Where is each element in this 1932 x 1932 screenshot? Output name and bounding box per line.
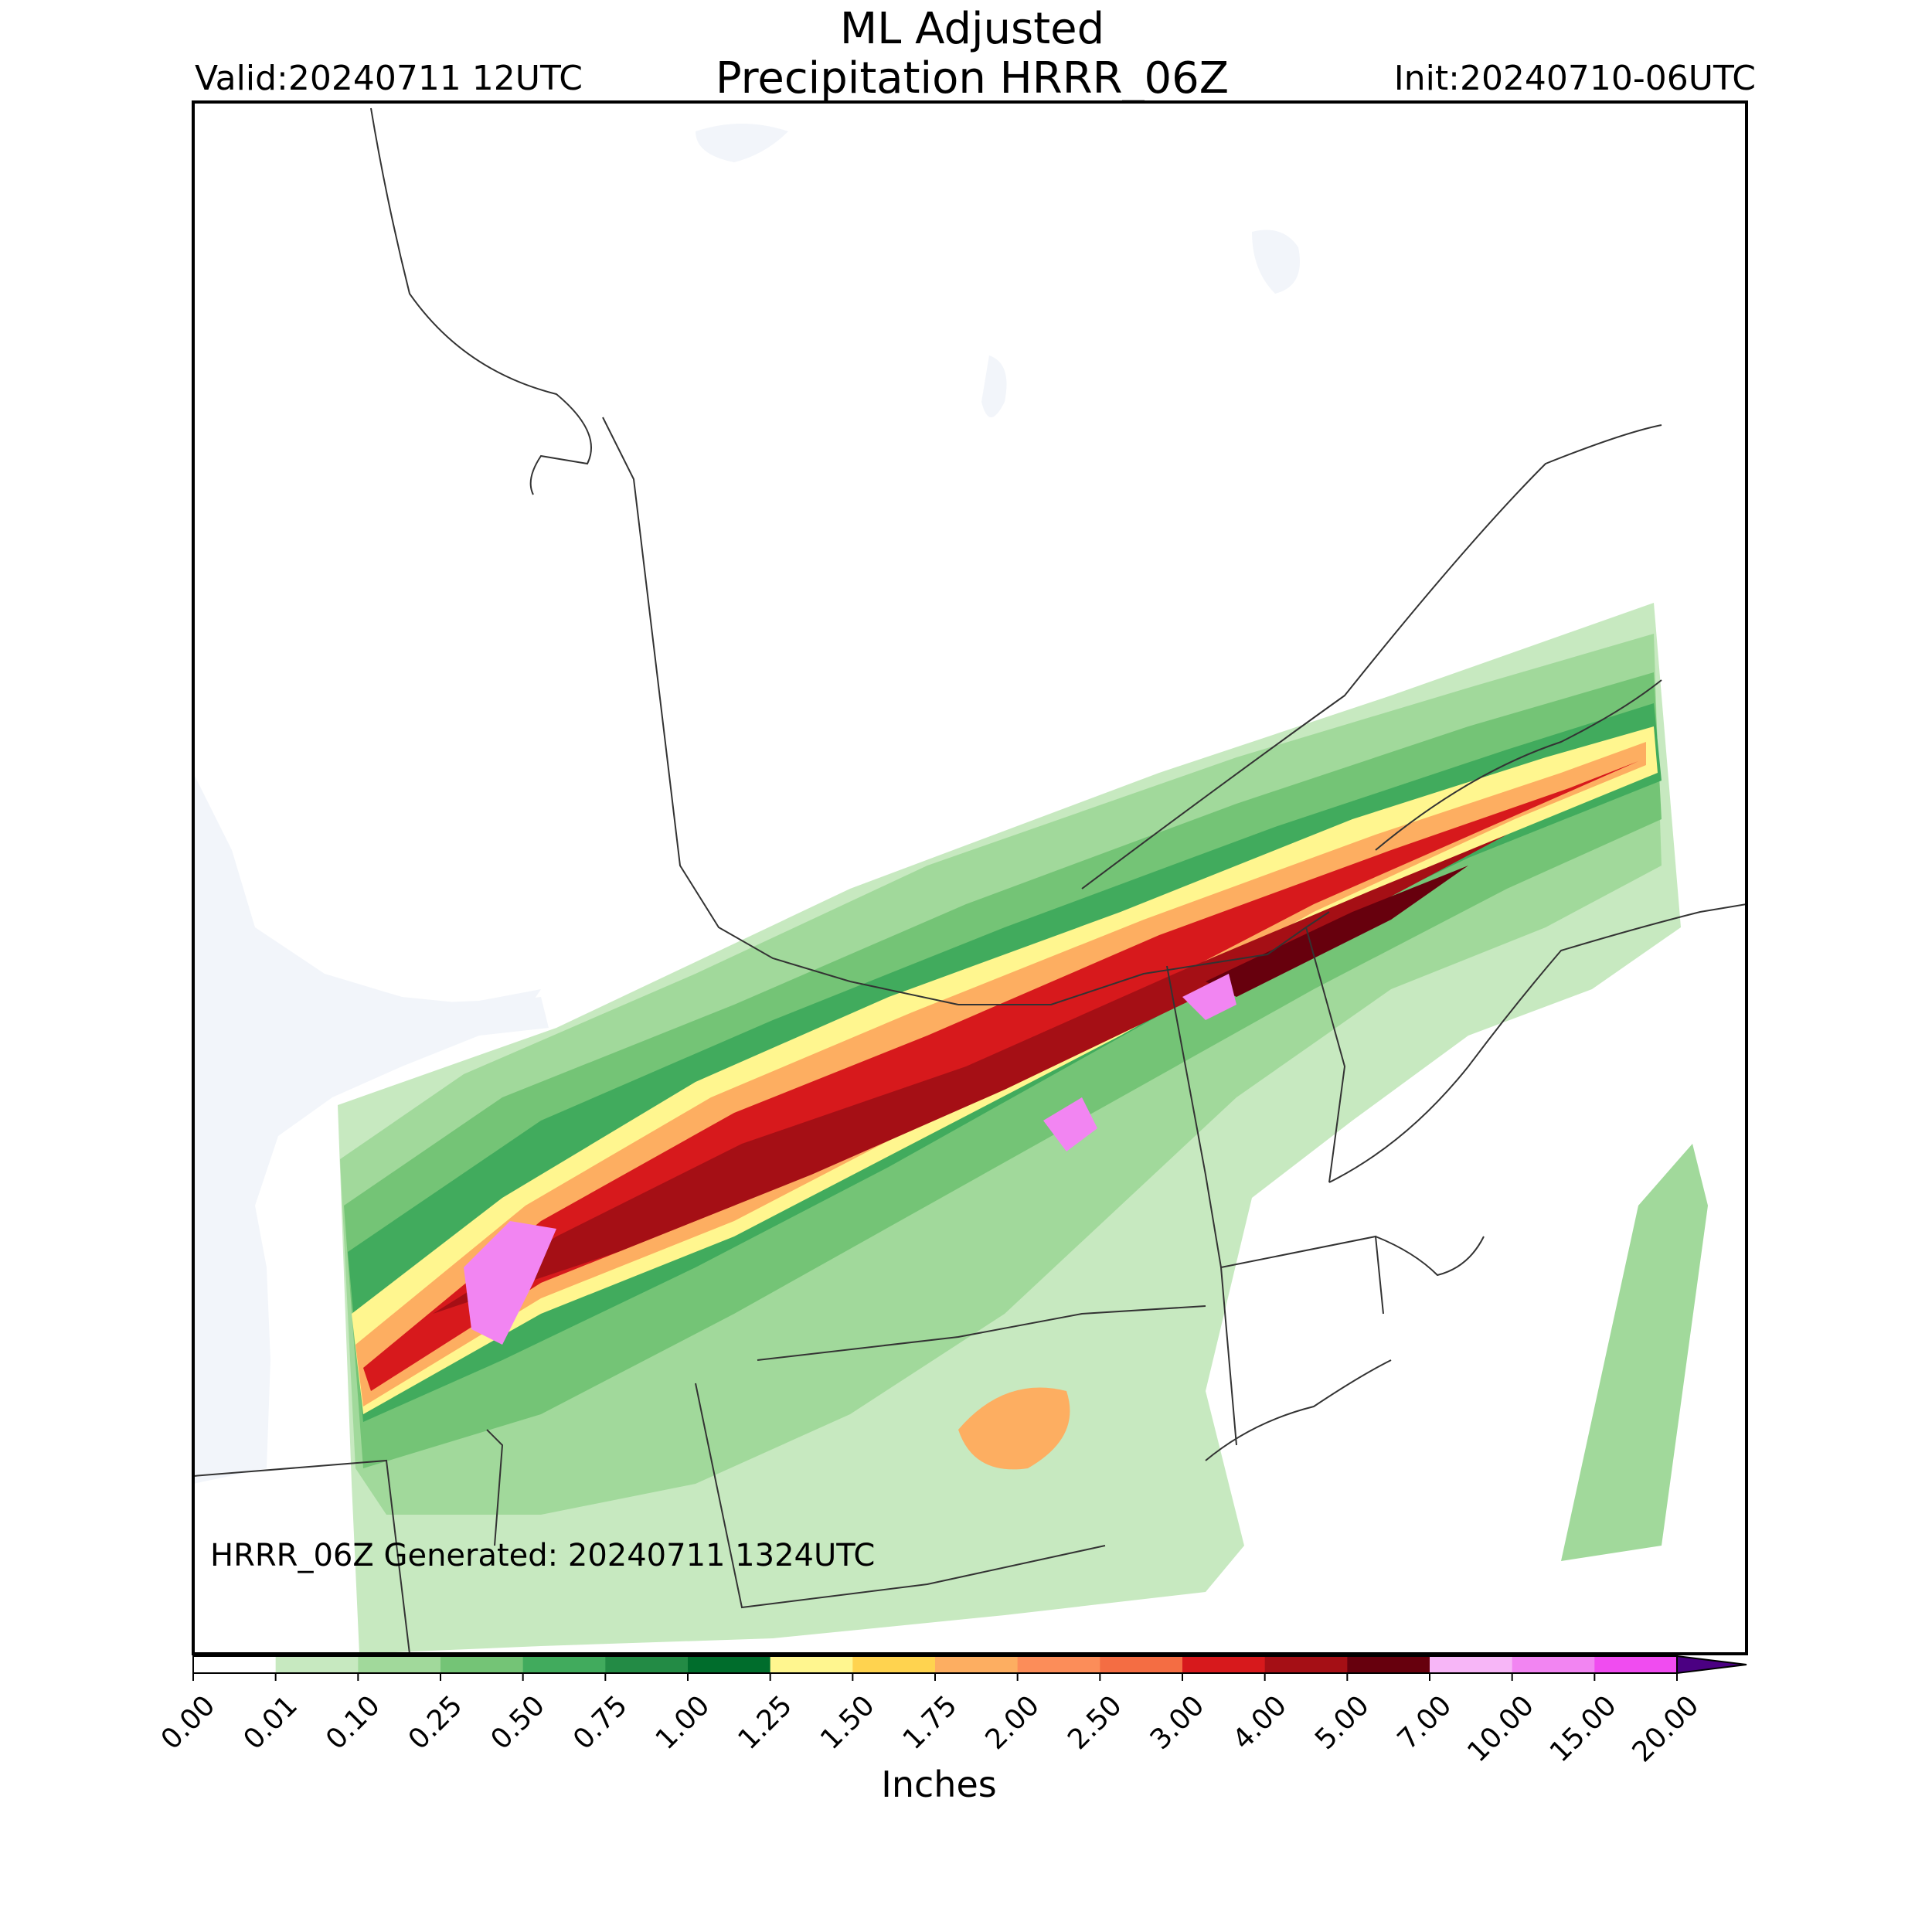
colorbar-tick-label: 0.00	[155, 1689, 222, 1756]
colorbar-tick-label: 0.75	[567, 1689, 634, 1756]
colorbar-segment	[605, 1656, 689, 1673]
colorbar-tick-label: 2.50	[1062, 1689, 1128, 1756]
ohio-pa-border	[486, 1429, 504, 1546]
colorbar-segment	[275, 1656, 359, 1673]
colorbar-segment	[688, 1656, 771, 1673]
colorbar-segment	[1594, 1656, 1678, 1673]
northern-lakes	[696, 124, 1300, 417]
us-canada-border	[958, 911, 1330, 1005]
michigan-ohio-border	[193, 1459, 410, 1654]
colorbar-tick-label: 15.00	[1544, 1689, 1623, 1768]
colorbar-tick-label: 2.00	[979, 1689, 1046, 1756]
colorbar-tick-label: 1.75	[897, 1689, 964, 1756]
colorbar-tick-label: 0.50	[485, 1689, 551, 1756]
precip-offshore-streaks	[1561, 1144, 1708, 1561]
colorbar-tick-label: 1.50	[815, 1689, 881, 1756]
gaspe-coast	[1375, 679, 1662, 851]
colorbar-tick-label: 0.25	[403, 1689, 469, 1756]
precip-5.00-cell-1	[464, 1221, 556, 1345]
massachusetts-border	[1220, 1235, 1384, 1315]
colorbar-tick-label: 3.00	[1145, 1689, 1211, 1756]
map-frame	[192, 100, 1748, 1655]
colorbar-segment	[852, 1656, 936, 1673]
colorbar-segment	[358, 1656, 441, 1673]
colorbar-segment	[1182, 1656, 1266, 1673]
colorbar-segment	[770, 1656, 853, 1673]
title-line-2: Precipitation HRRR_06Z	[715, 53, 1230, 104]
colorbar-segment	[193, 1656, 277, 1673]
colorbar-segment	[935, 1656, 1019, 1673]
colorbar-tick-label: 1.25	[732, 1689, 798, 1756]
long-island-nj-coast	[1205, 1359, 1392, 1461]
precip-5.00-cell-3	[1182, 974, 1236, 1020]
colorbar-segment	[1430, 1656, 1513, 1673]
lake-michigan-huron-region	[193, 773, 549, 1484]
precip-5.00-cell-2	[1043, 1097, 1097, 1151]
colorbar-tick-label: 20.00	[1627, 1689, 1706, 1768]
borders	[193, 107, 1747, 1654]
chart-title: ML Adjusted Precipitation HRRR_06Z	[0, 5, 1932, 104]
colorbar-segment	[1017, 1656, 1100, 1673]
colorbar-tick-label: 7.00	[1392, 1689, 1458, 1756]
map-layers	[193, 107, 1747, 1654]
colorbar-segment	[1264, 1656, 1348, 1673]
colorbar-label: Inches	[881, 1764, 997, 1805]
precip-4.00-max	[1206, 866, 1468, 997]
ontario-quebec-border	[602, 417, 959, 1005]
pennsylvania-border	[695, 1383, 1106, 1609]
atlantic-coast	[1328, 903, 1747, 1183]
lake-superior-east	[193, 981, 541, 1043]
colorbar-tick-label: 0.10	[320, 1689, 386, 1756]
precip-field	[338, 603, 1708, 1654]
st-lawrence-north-shore	[1081, 424, 1662, 889]
colorbar: 0.00 0.01 0.10 0.25 0.50 0.75 1.00 1.25 1.50 1.75…	[155, 1655, 1747, 1768]
vermont-border	[1166, 965, 1237, 1446]
colorbar-tick-label: 4.00	[1226, 1689, 1293, 1756]
valid-time-label: Valid:20240711 12UTC	[195, 59, 583, 98]
init-time-label: Init:20240710-06UTC	[1393, 59, 1756, 98]
precip-southern-band	[958, 1387, 1070, 1470]
maine-nh-border	[1305, 927, 1346, 1183]
colorbar-tick-label: 5.00	[1309, 1689, 1376, 1756]
colorbar-segment	[1512, 1656, 1595, 1673]
precip-3.00	[433, 835, 1507, 1314]
colorbar-segment	[440, 1656, 524, 1673]
generated-timestamp: HRRR_06Z Generated: 20240711 1324UTC	[210, 1538, 876, 1573]
cape-cod	[1375, 1236, 1485, 1277]
colorbar-segment	[522, 1656, 606, 1673]
colorbar-tick-label: 10.00	[1461, 1689, 1540, 1768]
new-york-border	[757, 1305, 1206, 1361]
colorbar-segment	[1347, 1656, 1430, 1673]
colorbar-segment	[1100, 1656, 1183, 1673]
colorbar-extend-arrow	[1676, 1655, 1747, 1675]
colorbar-tick-label: 0.01	[237, 1689, 304, 1756]
hudson-bay-shore	[370, 107, 592, 495]
colorbar-tick-label: 1.00	[650, 1689, 716, 1756]
title-line-1: ML Adjusted	[839, 4, 1105, 54]
